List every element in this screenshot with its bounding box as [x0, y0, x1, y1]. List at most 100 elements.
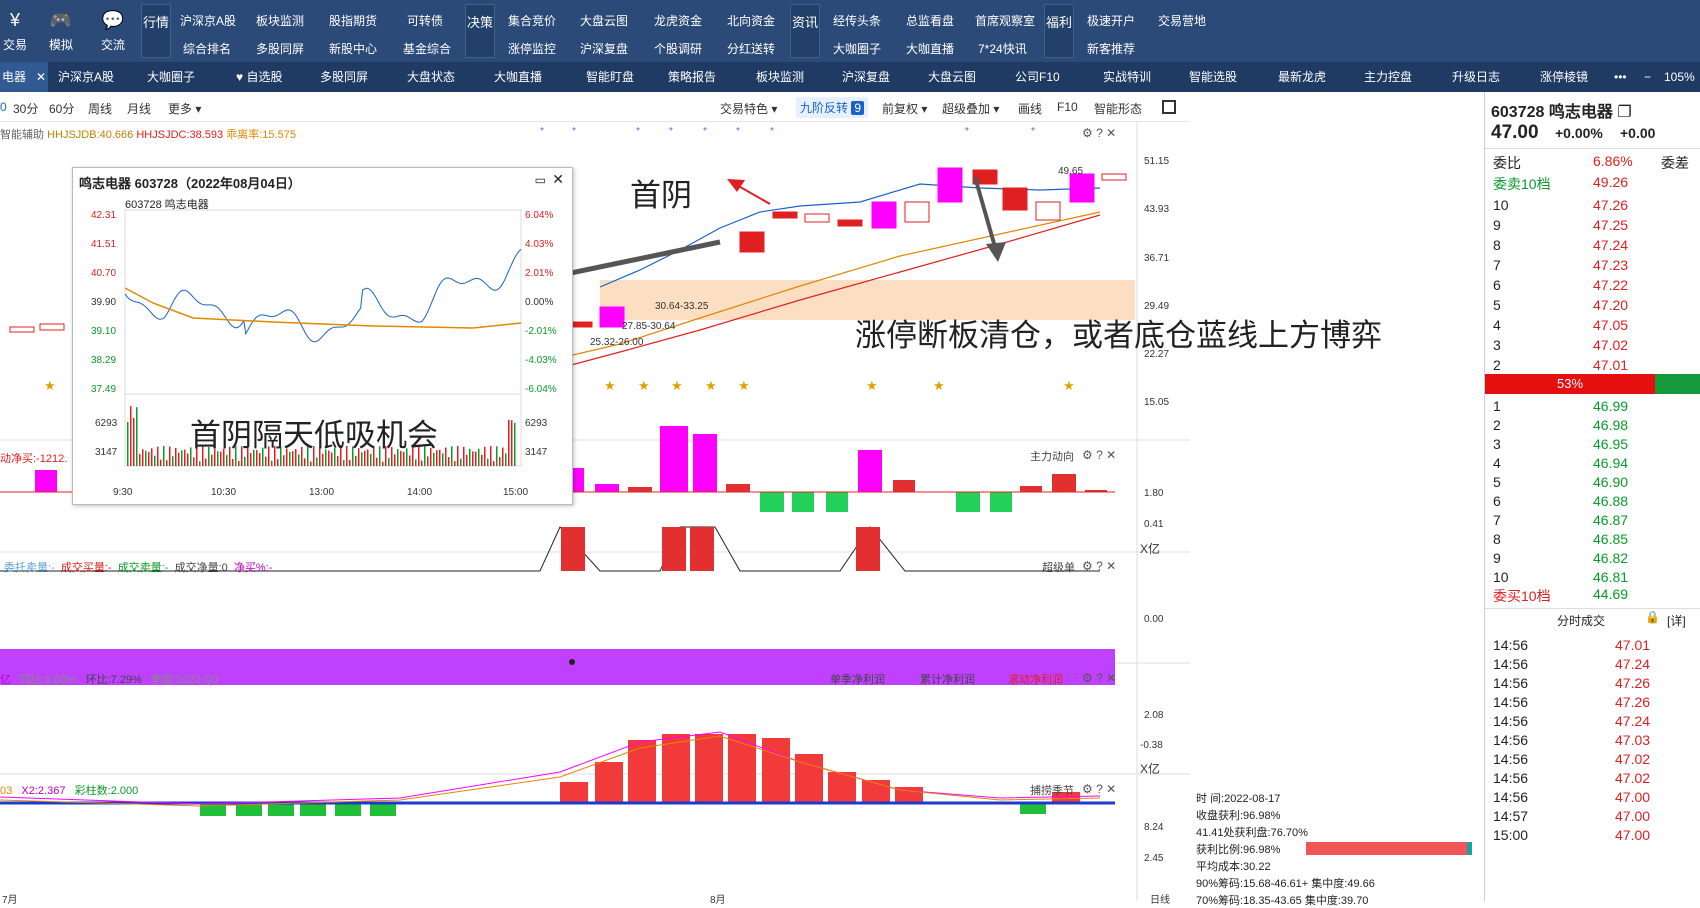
- star-icon: ★: [671, 378, 683, 393]
- vol-bar: [373, 447, 375, 466]
- pane-controls[interactable]: ⚙ ? ✕: [1082, 126, 1117, 140]
- close-icon[interactable]: ✕: [36, 70, 47, 84]
- menu-director[interactable]: 总监看盘: [906, 14, 955, 28]
- tab-review[interactable]: 沪深复盘: [842, 70, 891, 84]
- copy-icon[interactable]: ❐: [1617, 104, 1632, 121]
- vol-bar: [271, 460, 273, 466]
- tab-smart-select[interactable]: 智能选股: [1189, 70, 1238, 84]
- tab-live[interactable]: 大咖直播: [494, 70, 543, 84]
- overlay-button[interactable]: 超级叠加 ▾: [942, 102, 1000, 116]
- ma-line-orange: [559, 211, 1101, 359]
- group-decision[interactable]: 决策: [465, 4, 495, 58]
- tab-watchlist[interactable]: ♥ 自选股: [236, 70, 283, 84]
- smart-shape-button[interactable]: 智能形态: [1094, 102, 1143, 116]
- menu-ranking[interactable]: 综合排名: [183, 42, 232, 56]
- menu-dividend[interactable]: 分红送转: [727, 42, 776, 56]
- season-bar-green: [335, 804, 361, 816]
- menu-research[interactable]: 个股调研: [654, 42, 703, 56]
- pane-controls[interactable]: ⚙ ? ✕: [1082, 671, 1117, 685]
- menu-sector-monitor[interactable]: 板块监测: [256, 14, 305, 28]
- tab-smart-watch[interactable]: 智能盯盘: [586, 70, 635, 84]
- tab-sector[interactable]: 板块监测: [756, 70, 805, 84]
- menu-chief-room[interactable]: 首席观察室: [975, 14, 1036, 28]
- vol-bar: [430, 447, 432, 466]
- menu-live[interactable]: 大咖直播: [906, 42, 955, 56]
- tab-prism[interactable]: 涨停棱镜: [1540, 70, 1589, 84]
- group-market[interactable]: 行情: [141, 4, 171, 58]
- cumulative-button[interactable]: 累计净利润: [920, 674, 975, 686]
- period-month[interactable]: 月线: [127, 102, 152, 116]
- menu-multi-stock[interactable]: 多股同屏: [256, 42, 305, 56]
- period-60m[interactable]: 60分: [49, 102, 75, 116]
- chart-area[interactable]: ★ ★ ★ ★ ★ ★ ★ ★ ★ * * * * * * * * *: [0, 122, 1190, 901]
- menu-dragon-tiger[interactable]: 龙虎资金: [654, 14, 703, 28]
- menu-trade-camp[interactable]: 交易营地: [1158, 14, 1207, 28]
- season-bar-green: [300, 804, 326, 816]
- menu-circle[interactable]: 大咖圈子: [833, 42, 882, 56]
- tab-cloud[interactable]: 大盘云图: [928, 70, 977, 84]
- menu-limit-up[interactable]: 涨停监控: [508, 42, 557, 56]
- tab-a-shares[interactable]: 沪深京A股: [58, 70, 115, 84]
- tab-upgrade-log[interactable]: 升级日志: [1452, 70, 1501, 84]
- menu-open-account[interactable]: 极速开户: [1087, 14, 1136, 28]
- rolling-button[interactable]: 滚动净利润: [1008, 674, 1063, 686]
- red-arrow: [734, 183, 771, 205]
- tab-control[interactable]: 主力控盘: [1364, 70, 1413, 84]
- draw-line-button[interactable]: 画线: [1018, 102, 1043, 116]
- more-tabs-button[interactable]: •••: [1614, 70, 1627, 84]
- pane-controls[interactable]: ⚙ ? ✕: [1082, 559, 1117, 573]
- group-news[interactable]: 资讯: [790, 4, 820, 58]
- period-30m[interactable]: 30分: [13, 102, 39, 116]
- pane-controls[interactable]: ⚙ ? ✕: [1082, 448, 1117, 462]
- menu-index-futures[interactable]: 股指期货: [329, 14, 378, 28]
- single-season-button[interactable]: 单季净利润: [830, 674, 885, 686]
- vol-bar: [412, 446, 414, 466]
- menu-flash[interactable]: 7*24快讯: [978, 42, 1027, 56]
- tab-current[interactable]: 电器 ✕: [0, 62, 48, 92]
- stock-chg: +0.00: [1620, 125, 1656, 141]
- adjust-button[interactable]: 前复权 ▾: [882, 102, 928, 116]
- menu-new-user[interactable]: 新客推荐: [1087, 42, 1136, 56]
- menu-a-shares[interactable]: 沪深京A股: [180, 14, 237, 28]
- period-week[interactable]: 周线: [88, 102, 113, 116]
- period-more[interactable]: 更多 ▾: [168, 102, 202, 116]
- trade-button[interactable]: ¥ 交易: [0, 0, 30, 62]
- trade-feature-button[interactable]: 交易特色 ▾: [720, 102, 778, 116]
- minimize-icon[interactable]: ▭: [534, 173, 546, 187]
- group-welfare[interactable]: 福利: [1044, 4, 1074, 58]
- f10-button[interactable]: F10: [1057, 100, 1078, 114]
- menu-auction[interactable]: 集合竞价: [508, 14, 557, 28]
- menu-fund[interactable]: 基金综合: [403, 42, 452, 56]
- vol-bar: [307, 446, 309, 466]
- close-icon[interactable]: ✕: [552, 171, 564, 187]
- tab-market-state[interactable]: 大盘状态: [407, 70, 456, 84]
- pane-controls[interactable]: ⚙ ? ✕: [1082, 782, 1117, 796]
- tab-circle[interactable]: 大咖圈子: [147, 70, 196, 84]
- layout-toggle-icon[interactable]: [1162, 100, 1176, 114]
- tab-strategy[interactable]: 策略报告: [668, 70, 717, 84]
- menu-review[interactable]: 沪深复盘: [580, 42, 629, 56]
- pop-time: 14:00: [407, 487, 433, 498]
- community-button[interactable]: 💬 交流: [96, 0, 130, 62]
- ticks-detail-link[interactable]: [详]: [1667, 614, 1686, 628]
- menu-convertible[interactable]: 可转债: [407, 14, 444, 28]
- menu-cloud-map[interactable]: 大盘云图: [580, 14, 629, 28]
- star-icon: ★: [1063, 378, 1075, 393]
- menu-ipo-center[interactable]: 新股中心: [329, 42, 378, 56]
- nine-badge: 9: [851, 101, 865, 115]
- tab-multi[interactable]: 多股同屏: [320, 70, 369, 84]
- tab-training[interactable]: 实战特训: [1103, 70, 1152, 84]
- month-label: 7月: [2, 895, 18, 906]
- nine-reversal-button[interactable]: 九阶反转 9: [796, 97, 869, 118]
- simulate-button[interactable]: 🎮 模拟: [44, 0, 78, 62]
- tab-f10[interactable]: 公司F10: [1015, 70, 1060, 84]
- menu-northbound[interactable]: 北向资金: [727, 14, 776, 28]
- lock-icon[interactable]: 🔒: [1645, 610, 1660, 624]
- vol-bar: [397, 449, 399, 466]
- intraday-popup[interactable]: 鸣志电器 603728（2022年08月04日） ▭ ✕ 603728 鸣志电器…: [72, 167, 573, 505]
- season-bar-green: [200, 804, 226, 816]
- tab-dragon[interactable]: 最新龙虎: [1278, 70, 1327, 84]
- zoom-out-button[interactable]: −: [1644, 70, 1652, 84]
- period-current[interactable]: 0: [0, 100, 7, 114]
- menu-headlines[interactable]: 经传头条: [833, 14, 882, 28]
